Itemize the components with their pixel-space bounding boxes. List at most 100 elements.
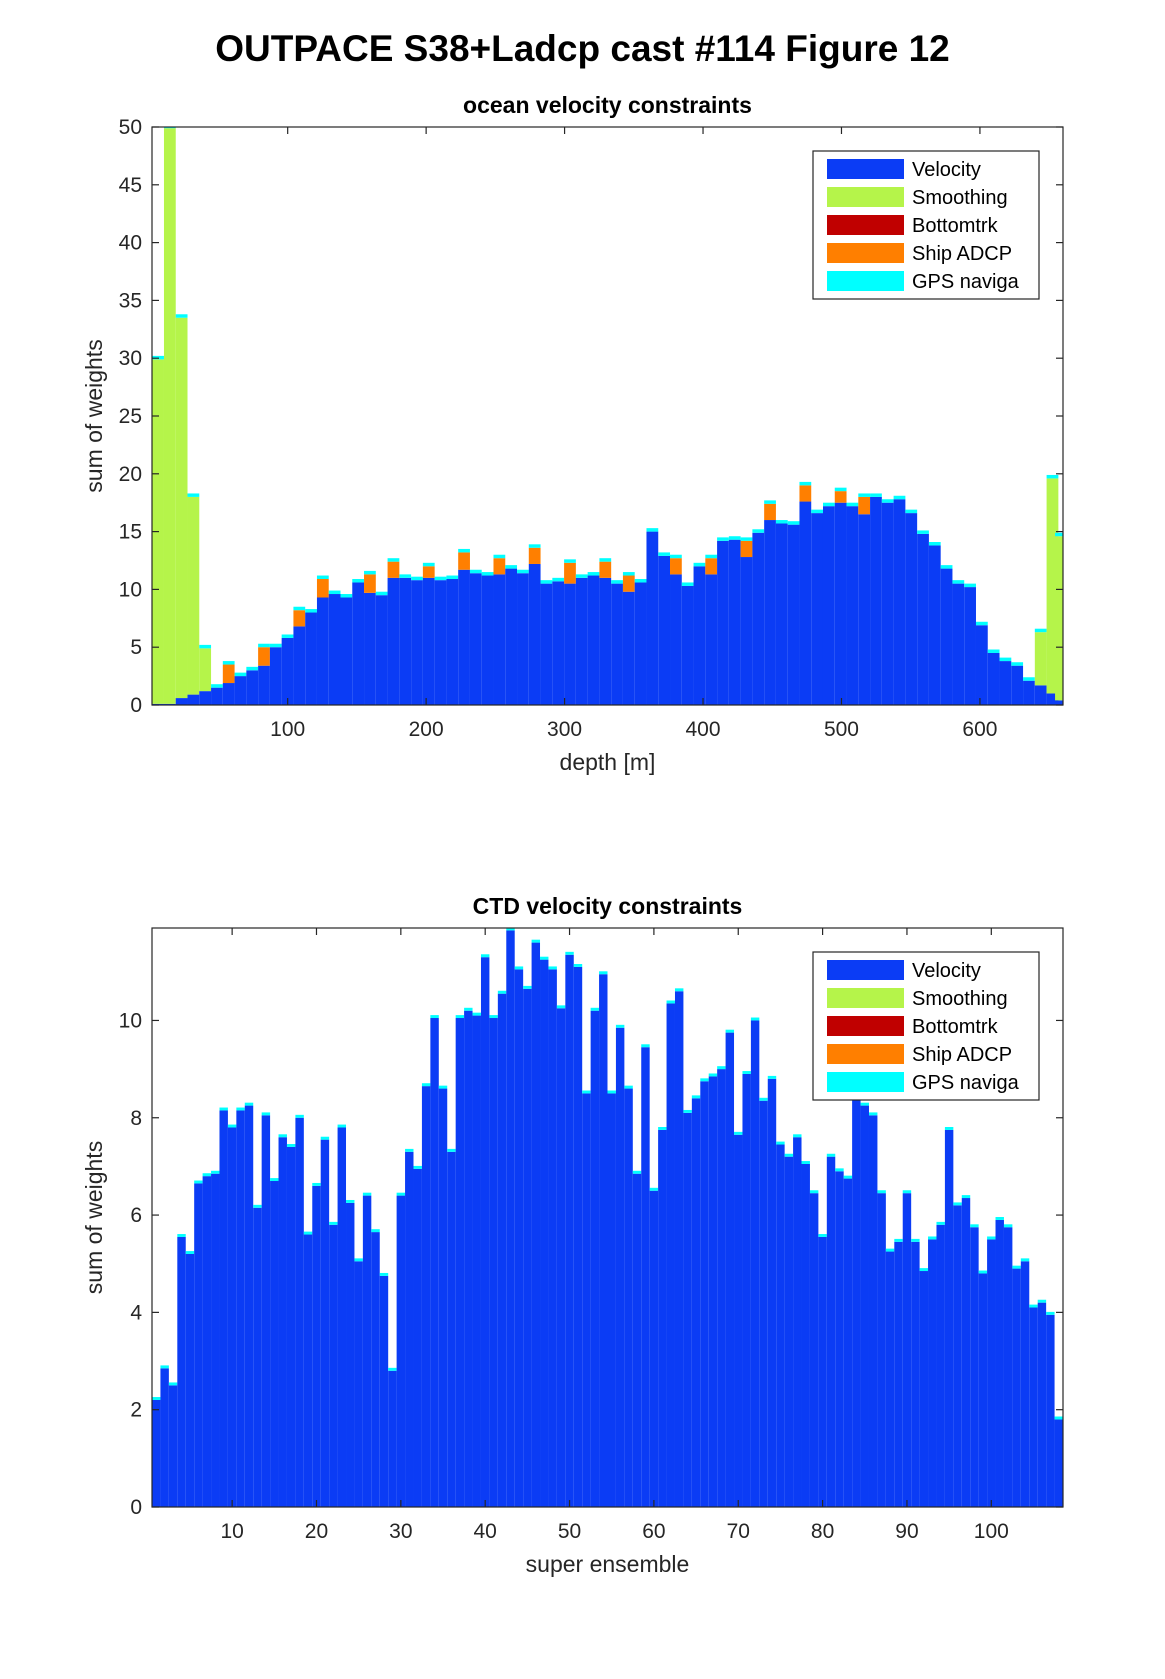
chart0-bar-velocity — [305, 612, 317, 705]
chart1-bar-gps-naviga — [582, 1090, 591, 1094]
chart0-bar-gps-naviga — [364, 570, 376, 575]
chart1-bar-velocity — [590, 1010, 600, 1507]
chart1-legend-label: Velocity — [912, 960, 981, 982]
chart1-bar-velocity — [329, 1224, 338, 1507]
chart1-bar-velocity — [582, 1093, 591, 1507]
chart1-bar-velocity — [497, 993, 507, 1507]
chart0-bar-gps-naviga — [587, 572, 600, 576]
chart0-bar-velocity — [258, 665, 270, 705]
chart0-bar-gps-naviga — [540, 580, 553, 584]
chart1-bar-gps-naviga — [1012, 1265, 1021, 1269]
chart0-bar-gps-naviga — [717, 537, 729, 541]
chart1-bar-velocity — [379, 1275, 389, 1507]
chart0-bar-gps-naviga — [293, 606, 306, 611]
chart1-bar-velocity — [759, 1100, 768, 1507]
chart0-bar-gps-naviga — [328, 590, 341, 595]
chart0-bar-velocity — [752, 532, 765, 705]
chart1-bar-velocity — [835, 1171, 844, 1507]
chart0-bar-gps-naviga — [905, 509, 918, 514]
chart0-bar-velocity — [905, 513, 918, 705]
chart1-bar-gps-naviga — [362, 1192, 372, 1196]
chart0-bar-velocity — [211, 687, 223, 705]
chart1-bar-velocity — [219, 1110, 228, 1507]
chart0-bar-ship-adcp — [834, 491, 847, 503]
chart0-x-tick-label: 400 — [686, 718, 721, 741]
chart0-legend-swatch — [827, 243, 904, 263]
chart1-bar-gps-naviga — [725, 1029, 735, 1033]
chart0-bar-velocity — [811, 513, 823, 705]
chart1-bar-velocity — [303, 1234, 313, 1507]
chart1-bar-gps-naviga — [227, 1124, 237, 1128]
chart0-bar-velocity — [728, 539, 741, 705]
chart1-bar-gps-naviga — [928, 1236, 937, 1240]
chart0-legend-label: Ship ADCP — [912, 243, 1012, 265]
chart1-bar-gps-naviga — [809, 1190, 819, 1194]
chart0-x-tick-label: 600 — [962, 718, 997, 741]
chart1-bar-gps-naviga — [860, 1102, 869, 1106]
chart0-bar-gps-naviga — [422, 562, 435, 567]
chart1-bar-gps-naviga — [211, 1170, 220, 1174]
chart0-bar-gps-naviga — [399, 574, 412, 578]
chart1-legend-swatch — [827, 960, 904, 980]
chart0-bar-ship-adcp — [316, 578, 329, 598]
chart0-bar-smoothing — [187, 496, 200, 695]
chart0-bar-gps-naviga — [458, 548, 470, 553]
chart1-bar-gps-naviga — [278, 1134, 287, 1138]
chart1-bar-velocity — [700, 1081, 709, 1507]
chart0-bar-velocity — [634, 582, 647, 705]
chart1-bar-velocity — [278, 1137, 287, 1507]
chart1-bar-velocity — [793, 1137, 802, 1507]
chart0-bar-smoothing — [1055, 536, 1063, 701]
chart1-bar-velocity — [506, 930, 515, 1507]
chart0-bar-velocity — [375, 595, 388, 705]
chart0-bar-gps-naviga — [705, 554, 718, 559]
chart0-bar-velocity — [834, 502, 847, 705]
chart1-bar-gps-naviga — [750, 1017, 760, 1021]
chart0-bar-gps-naviga — [987, 649, 1000, 653]
chart1-x-tick-label: 80 — [811, 1520, 834, 1543]
chart0-bar-velocity — [705, 574, 718, 705]
chart1-title: CTD velocity constraints — [473, 893, 743, 919]
chart1-bar-velocity — [978, 1273, 988, 1507]
chart1-bar-velocity — [843, 1178, 853, 1507]
chart1-bar-velocity — [312, 1185, 321, 1507]
chart0-x-tick-label: 500 — [824, 718, 859, 741]
chart1-bar-gps-naviga — [615, 1024, 625, 1028]
chart0-bar-gps-naviga — [670, 554, 682, 559]
chart1-bar-velocity — [615, 1027, 625, 1507]
chart0-y-tick-label: 25 — [119, 405, 142, 428]
chart1-bars — [152, 928, 1063, 1507]
chart1-bar-gps-naviga — [987, 1236, 996, 1240]
chart0-title: ocean velocity constraints — [463, 92, 752, 118]
chart0-x-tick-label: 200 — [409, 718, 444, 741]
chart0-bar-velocity — [622, 591, 635, 705]
chart0-bar-velocity — [481, 575, 494, 705]
chart0-bar-gps-naviga — [575, 574, 588, 578]
chart0-bar-gps-naviga — [305, 609, 317, 613]
chart0-bar-velocity — [564, 583, 576, 705]
chart0-bar-velocity — [787, 524, 800, 705]
chart0-bar-velocity — [505, 568, 518, 705]
chart1-bar-gps-naviga — [674, 988, 684, 992]
chart0-bar-velocity — [999, 661, 1012, 705]
chart0-y-axis-label: sum of weights — [81, 339, 107, 492]
chart1-bar-velocity — [936, 1224, 945, 1507]
chart0-bar-ship-adcp — [422, 566, 435, 578]
chart0-bar-velocity — [387, 577, 400, 705]
chart1-bar-gps-naviga — [202, 1173, 212, 1177]
chart0-bar-velocity — [528, 563, 541, 705]
chart0-y-tick-label: 30 — [119, 347, 142, 370]
chart0-legend-swatch — [827, 215, 904, 235]
chart0-bar-ship-adcp — [799, 485, 812, 502]
chart0-y-tick-label: 0 — [130, 694, 142, 717]
chart1-legend-swatch — [827, 1072, 904, 1092]
chart1-bar-gps-naviga — [185, 1251, 195, 1254]
chart1-bar-velocity — [573, 966, 583, 1507]
chart1-bar-velocity — [514, 969, 524, 1507]
chart0-bar-velocity — [552, 581, 565, 705]
chart0-y-tick-label: 15 — [119, 521, 142, 544]
chart1-legend-label: Smoothing — [912, 988, 1008, 1010]
chart1-bar-velocity — [371, 1232, 380, 1507]
chart1-bar-velocity — [717, 1069, 726, 1507]
chart0-bar-gps-naviga — [658, 552, 671, 556]
